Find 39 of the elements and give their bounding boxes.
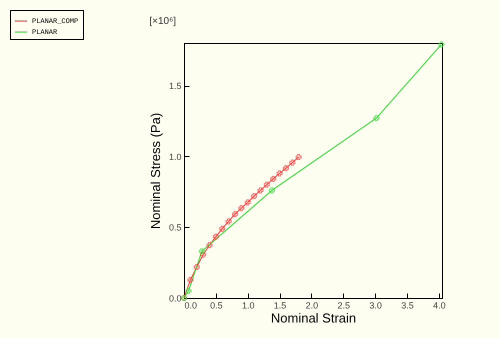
y-tick-label: 1.5 — [168, 81, 182, 91]
x-tick-label: 1.0 — [242, 300, 254, 310]
point — [219, 226, 226, 232]
y-tick-label: 0.5 — [168, 222, 182, 233]
y-tick-label: 0.0 — [168, 294, 182, 304]
x-tick-label: 3.5 — [401, 300, 414, 310]
x-tick-label: 1.5 — [274, 300, 286, 310]
point — [264, 182, 270, 188]
point — [206, 242, 212, 248]
point — [244, 199, 251, 206]
point — [198, 248, 205, 254]
point — [238, 205, 244, 212]
x-tick-label: 4.0 — [433, 300, 446, 310]
y-axis-title: Nominal Stress (Pa) — [148, 112, 163, 230]
point — [289, 160, 296, 166]
point — [200, 252, 206, 258]
point — [257, 187, 264, 194]
point — [373, 115, 380, 122]
x-tick-label: 2.0 — [306, 300, 318, 310]
point — [185, 288, 192, 294]
point — [438, 41, 444, 48]
point — [251, 193, 258, 200]
x-axis-title: Nominal Strain — [270, 310, 356, 326]
point — [282, 165, 289, 172]
text: [×10⁶] — [149, 16, 176, 27]
x-tick-label: 0.5 — [210, 300, 223, 310]
x-tick-label: 3.0 — [369, 300, 382, 310]
point — [270, 176, 276, 182]
point — [276, 170, 283, 176]
point — [232, 211, 238, 218]
point — [212, 234, 219, 240]
x-tick-label: 0.0 — [184, 300, 198, 310]
point — [226, 218, 232, 224]
point — [296, 154, 302, 160]
point — [194, 264, 200, 270]
y-tick-label: 1.0 — [168, 152, 182, 162]
x-tick-label: 2.5 — [338, 300, 350, 310]
point — [268, 187, 275, 194]
point — [187, 277, 194, 284]
